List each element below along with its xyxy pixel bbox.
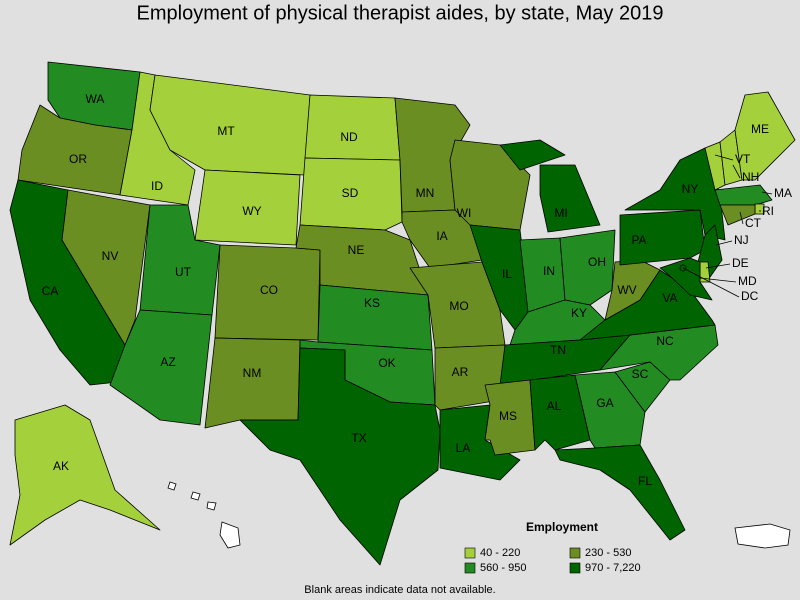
state bbox=[109, 309, 213, 426]
state-label: MS bbox=[499, 409, 517, 423]
state bbox=[539, 164, 601, 233]
state bbox=[604, 259, 661, 321]
state-label: SD bbox=[342, 186, 359, 200]
state-label: WA bbox=[86, 92, 105, 106]
state bbox=[317, 284, 433, 351]
state bbox=[299, 157, 403, 231]
leader-line bbox=[699, 277, 737, 283]
state-label: NJ bbox=[734, 233, 749, 247]
state-label: AL bbox=[547, 399, 562, 413]
state-label: VT bbox=[735, 152, 751, 166]
state-label: IN bbox=[543, 264, 555, 278]
state-label: IA bbox=[436, 229, 447, 243]
state-label: NC bbox=[656, 334, 674, 348]
state-label: MA bbox=[774, 186, 792, 200]
state bbox=[554, 444, 686, 541]
state bbox=[714, 184, 773, 206]
legend: 40 - 220 230 - 530 560 - 950 970 - 7,220 bbox=[464, 547, 641, 574]
state bbox=[194, 169, 301, 246]
state-label: KY bbox=[571, 306, 587, 320]
state-label: GA bbox=[596, 396, 613, 410]
state-label: ME bbox=[751, 122, 769, 136]
state bbox=[214, 244, 321, 341]
no-data-areas bbox=[167, 481, 791, 549]
state-label: CT bbox=[745, 216, 762, 230]
state-label: IL bbox=[502, 267, 512, 281]
state-label: FL bbox=[638, 474, 652, 488]
legend-label: 970 - 7,220 bbox=[585, 562, 641, 574]
state-label: NV bbox=[102, 249, 119, 263]
state-label: LA bbox=[456, 441, 471, 455]
state-label: AZ bbox=[160, 355, 175, 369]
state-label: WY bbox=[242, 204, 261, 218]
state-label: WI bbox=[457, 206, 472, 220]
state bbox=[734, 91, 796, 181]
state-label: WV bbox=[617, 283, 636, 297]
state-label: RI bbox=[762, 204, 774, 218]
states bbox=[9, 61, 796, 566]
leader-line bbox=[714, 154, 734, 161]
state-label: ND bbox=[340, 130, 358, 144]
state-label: AR bbox=[452, 365, 469, 379]
legend-swatch bbox=[569, 547, 581, 559]
state bbox=[204, 337, 301, 429]
legend-swatch bbox=[464, 562, 476, 574]
state bbox=[17, 104, 133, 196]
state-label: MN bbox=[416, 186, 435, 200]
leader-line bbox=[705, 263, 731, 269]
leader-line bbox=[739, 211, 744, 225]
state-label: UT bbox=[175, 265, 192, 279]
legend-swatch bbox=[464, 547, 476, 559]
hawaii bbox=[219, 521, 241, 549]
state-label: CO bbox=[260, 283, 278, 297]
state bbox=[619, 209, 706, 266]
puerto-rico bbox=[734, 523, 791, 549]
leader-line bbox=[682, 267, 740, 298]
leader-line bbox=[732, 164, 741, 179]
state-label: AK bbox=[53, 459, 69, 473]
state-label: MI bbox=[554, 206, 567, 220]
state-label: MO bbox=[449, 299, 468, 313]
state-label: CA bbox=[42, 284, 59, 298]
state bbox=[239, 347, 441, 566]
hawaii bbox=[206, 501, 217, 511]
state-label: TN bbox=[550, 343, 566, 357]
legend-swatch bbox=[569, 562, 581, 574]
state-label: VA bbox=[662, 291, 677, 305]
hawaii bbox=[167, 481, 177, 491]
footnote: Blank areas indicate data not available. bbox=[304, 584, 495, 596]
state-label: NH bbox=[742, 170, 759, 184]
state-label: OR bbox=[69, 152, 87, 166]
state-label: KS bbox=[364, 296, 380, 310]
state bbox=[659, 257, 713, 301]
leader-line bbox=[761, 191, 773, 195]
state bbox=[499, 139, 566, 171]
state-label: NM bbox=[243, 366, 262, 380]
legend-label: 560 - 950 bbox=[480, 562, 526, 574]
state bbox=[304, 94, 401, 161]
hawaii bbox=[190, 491, 201, 501]
state-label: NY bbox=[682, 182, 699, 196]
map-title: Employment of physical therapist aides, … bbox=[137, 2, 664, 24]
state bbox=[719, 204, 756, 226]
state-label: DC bbox=[741, 289, 759, 303]
legend-label: 40 - 220 bbox=[480, 547, 520, 559]
state-label: MT bbox=[217, 124, 235, 138]
state-label: SC bbox=[632, 367, 649, 381]
legend-title: Employment bbox=[526, 520, 598, 534]
leader-line bbox=[715, 240, 733, 246]
state-label: PA bbox=[631, 233, 646, 247]
state-label: ID bbox=[151, 179, 163, 193]
state-label: NE bbox=[348, 243, 365, 257]
state bbox=[9, 404, 161, 546]
state bbox=[559, 229, 616, 306]
legend-label: 230 - 530 bbox=[585, 547, 631, 559]
state-labels: WA OR CA NV ID MT WY UT AZ CO NM ND SD NE KS OK TX MN IA MO… bbox=[42, 92, 792, 488]
state-label: TX bbox=[351, 431, 366, 445]
state-label: OK bbox=[378, 356, 395, 370]
state-label: MD bbox=[738, 274, 757, 288]
state-label: DE bbox=[732, 256, 749, 270]
state-label: OH bbox=[588, 255, 606, 269]
